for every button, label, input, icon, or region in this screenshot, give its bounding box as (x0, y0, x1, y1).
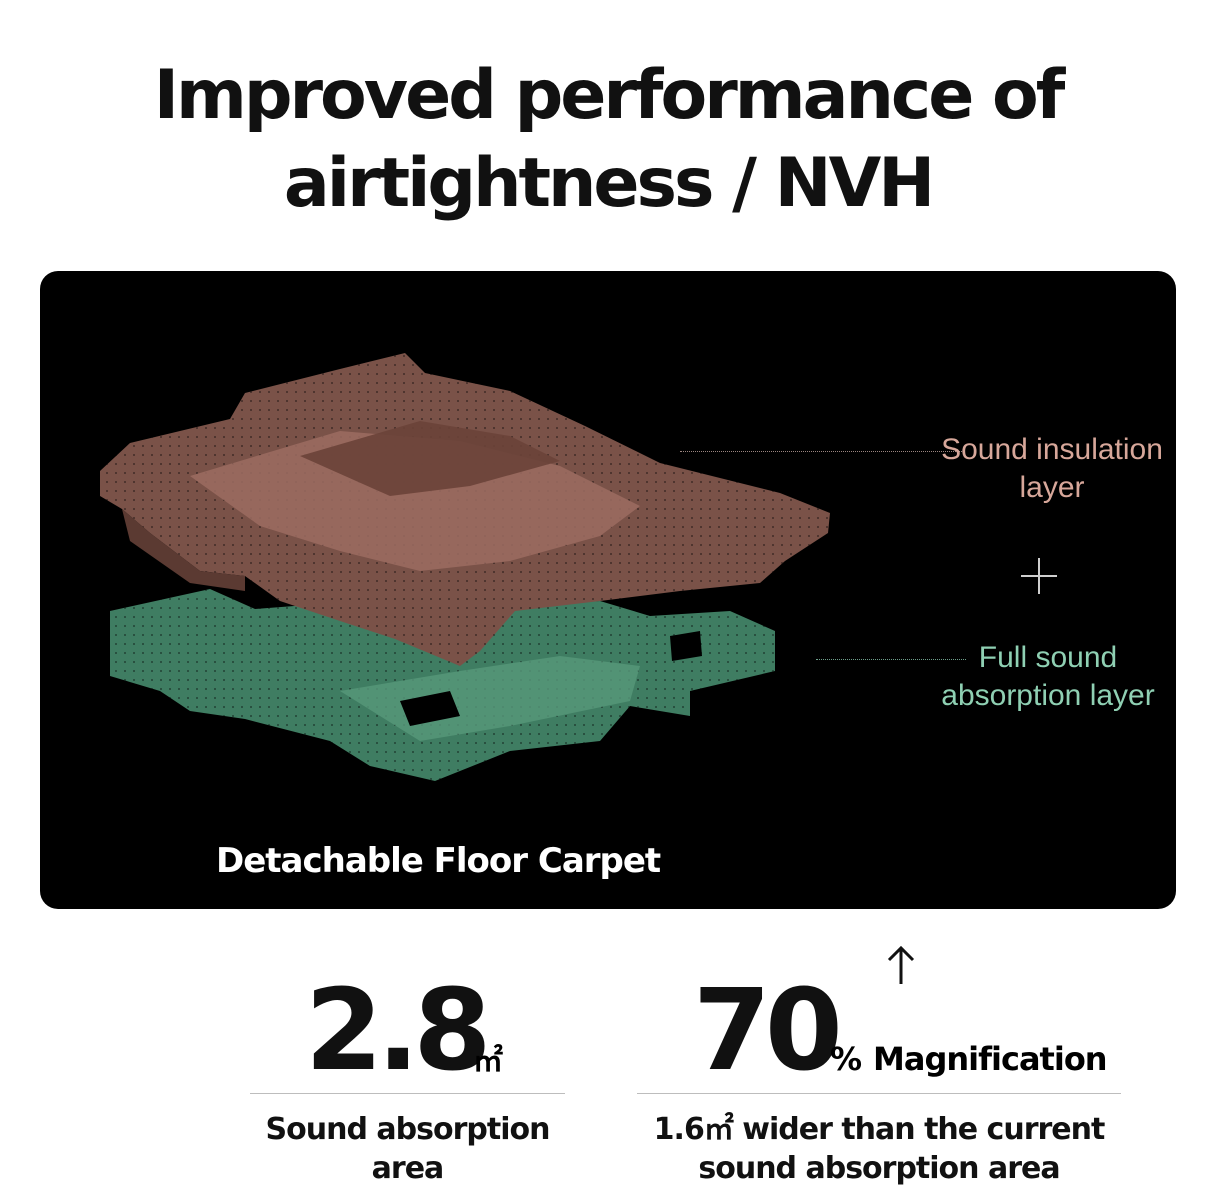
arrow-up-icon (887, 945, 915, 984)
absorption-area-unit: ㎡ (473, 1044, 503, 1079)
magnification-label: Magnification (873, 1040, 1108, 1078)
divider-left (250, 1093, 565, 1094)
page-title-line-1: Improved performance of (153, 56, 1066, 135)
insulation-layer-label: Sound insulation layer (941, 433, 1163, 504)
carpet-caption: Detachable Floor Carpet (216, 841, 661, 881)
absorption-layer-label: Full sound absorption layer (941, 641, 1155, 712)
magnification-value: 70 (693, 966, 843, 1096)
insulation-leader-line (680, 451, 964, 452)
magnification-description: 1.6㎡ wider than the current sound absorp… (653, 1112, 1106, 1186)
page-title-line-2: airtightness / NVH (283, 144, 935, 223)
carpet-illustration-panel: Sound insulation layer Full sound absorp… (40, 271, 1176, 909)
floor-carpet-illustration (100, 353, 830, 781)
absorption-area-value: 2.8 (305, 966, 491, 1096)
page-title: Improved performance of airtightness / N… (0, 52, 1216, 228)
divider-right (637, 1093, 1121, 1094)
insulation-layer-shape (100, 353, 830, 666)
absorption-layer-shape (110, 589, 775, 781)
absorption-leader-line (816, 659, 966, 660)
plus-icon (1021, 558, 1057, 594)
magnification-unit: % (830, 1040, 863, 1078)
absorption-area-description: Sound absorption area (265, 1112, 551, 1186)
